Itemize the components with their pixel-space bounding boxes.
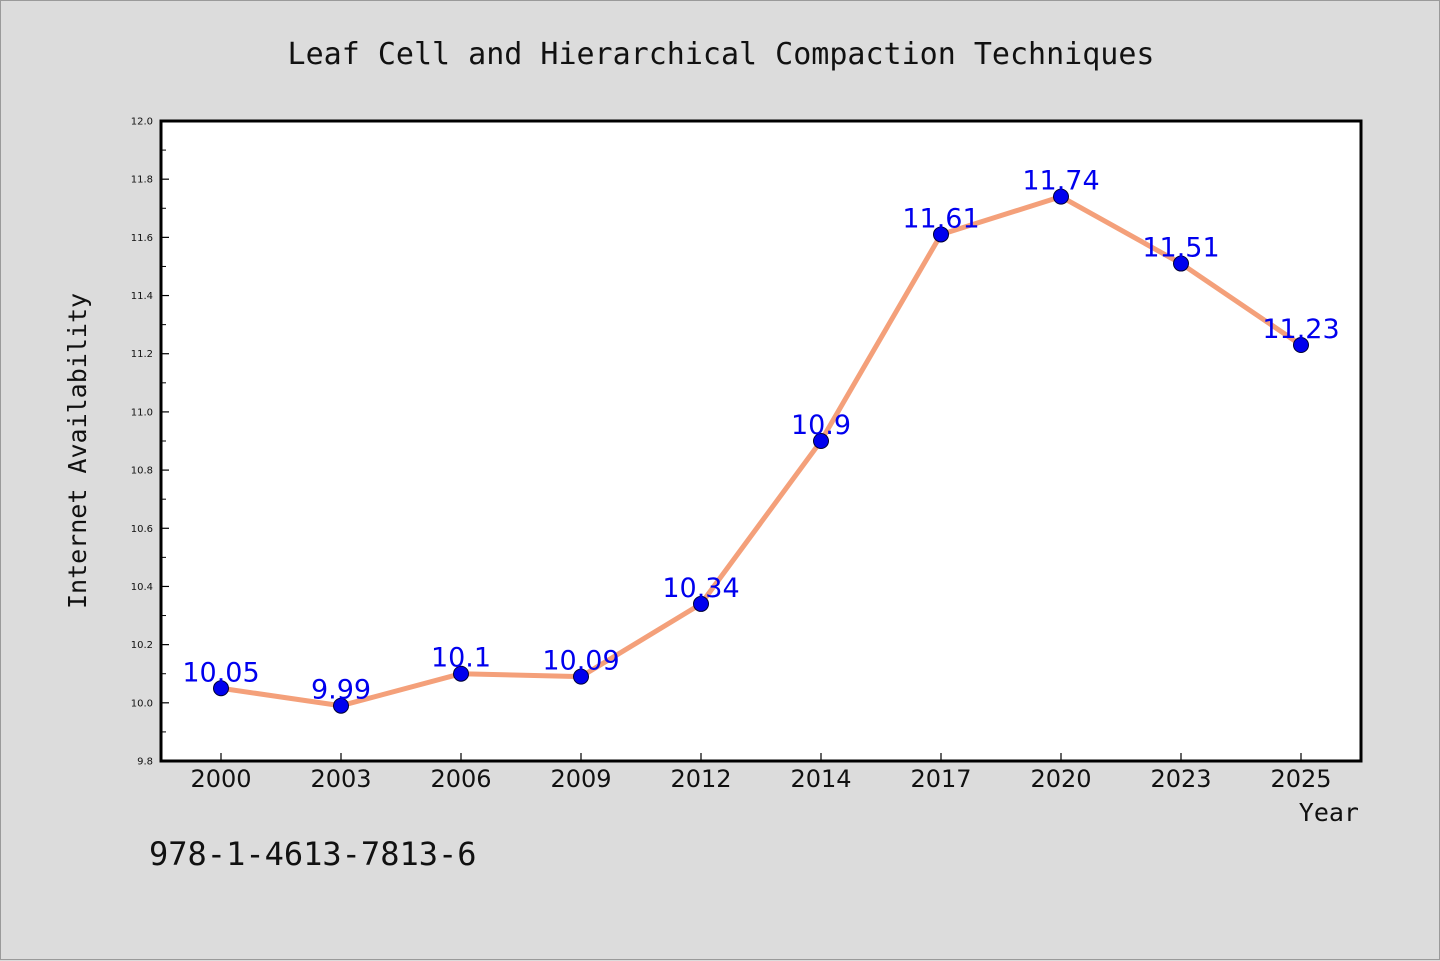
- x-tick-label: 2023: [1150, 765, 1211, 793]
- x-tick-label: 2000: [190, 765, 251, 793]
- data-points: [213, 188, 1309, 714]
- x-tick-label: 2009: [550, 765, 611, 793]
- plot-frame: [159, 119, 1363, 763]
- y-tick-label: 11.2: [131, 349, 153, 360]
- y-axis-label: Internet Availability: [63, 293, 92, 609]
- data-point: [813, 433, 829, 449]
- data-label: 11.51: [1142, 233, 1219, 264]
- data-point: [1053, 188, 1069, 205]
- x-tick-label: 2025: [1270, 765, 1331, 793]
- y-tick-label: 11.4: [131, 291, 153, 302]
- y-tick-label: 11.8: [131, 175, 153, 186]
- data-label: 11.61: [902, 203, 979, 234]
- data-point: [453, 665, 469, 682]
- plot-area: [161, 121, 1361, 761]
- data-label: 10.9: [791, 410, 851, 441]
- data-point: [693, 595, 709, 612]
- data-label: 10.05: [182, 657, 259, 688]
- y-tick-label: 10.0: [131, 698, 153, 709]
- data-point: [573, 668, 589, 685]
- data-label: 10.09: [542, 646, 619, 677]
- y-tick-label: 10.4: [131, 582, 153, 593]
- x-tick-label: 2014: [790, 765, 851, 793]
- data-point: [1173, 255, 1189, 272]
- data-label: 10.1: [431, 643, 491, 674]
- x-tick-label: 2006: [430, 765, 491, 793]
- data-point: [1293, 337, 1309, 353]
- data-point: [933, 226, 949, 243]
- data-label: 9.99: [311, 675, 371, 706]
- x-tick-label: 2020: [1030, 765, 1091, 793]
- data-point: [213, 680, 229, 697]
- x-axis-label: Year: [1299, 798, 1359, 827]
- y-axis: 9.8 10.0 10.2 10.4 10.6 10.8 11.0 11.2 11.4 11.6 1…: [131, 117, 169, 768]
- y-tick-label: 11.0: [131, 407, 153, 418]
- x-axis: 2000 2003 2006 2009 2012 2014 2017 2020 2023 2025: [190, 753, 1332, 793]
- y-tick-label: 10.2: [131, 640, 153, 651]
- x-tick-label: 2017: [910, 765, 971, 793]
- x-tick-label: 2003: [310, 765, 371, 793]
- x-tick-label: 2012: [670, 765, 731, 793]
- data-label: 11.74: [1022, 166, 1099, 197]
- y-tick-label: 10.6: [131, 524, 153, 535]
- data-point: [333, 697, 349, 714]
- data-labels: 10.05 9.99 10.1 10.09 10.34 10.9 11.61 11.74 11.…: [182, 166, 1339, 706]
- y-tick-label: 10.8: [131, 466, 153, 477]
- data-label: 11.23: [1262, 314, 1339, 345]
- data-label: 10.34: [662, 573, 739, 604]
- isbn-text: 978-1-4613-7813-6: [149, 835, 477, 873]
- series-line: [218, 194, 1304, 709]
- y-tick-label: 11.6: [131, 233, 153, 244]
- y-tick-label: 9.8: [137, 757, 153, 768]
- y-tick-label: 12.0: [131, 117, 153, 128]
- chart-title: Leaf Cell and Hierarchical Compaction Te…: [288, 37, 1155, 72]
